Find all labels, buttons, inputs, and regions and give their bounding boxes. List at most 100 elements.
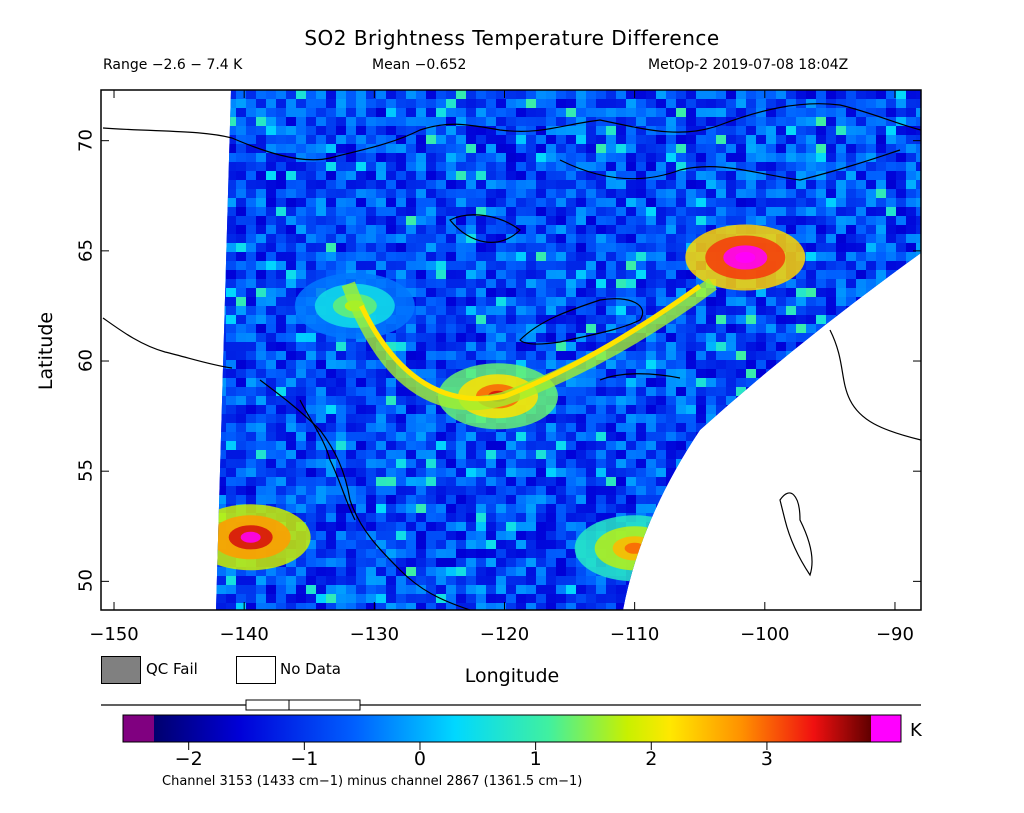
data-cell (556, 540, 566, 549)
data-cell (216, 108, 226, 117)
data-cell (826, 342, 836, 351)
data-cell (516, 351, 526, 360)
data-cell (526, 153, 536, 162)
data-cell (526, 342, 536, 351)
data-cell (516, 153, 526, 162)
data-cell (576, 153, 586, 162)
data-cell (336, 198, 346, 207)
data-cell (746, 297, 756, 306)
data-cell (796, 378, 806, 387)
data-cell (386, 423, 396, 432)
data-cell (406, 522, 416, 531)
data-cell (696, 378, 706, 387)
data-cell (226, 369, 236, 378)
data-cell (286, 351, 296, 360)
data-cell (566, 396, 576, 405)
data-cell (296, 432, 306, 441)
data-cell (416, 396, 426, 405)
data-cell (326, 261, 336, 270)
data-cell (606, 117, 616, 126)
data-cell (476, 495, 486, 504)
data-cell (286, 171, 296, 180)
data-cell (616, 171, 626, 180)
data-cell (876, 378, 886, 387)
data-cell (856, 261, 866, 270)
data-cell (536, 558, 546, 567)
data-cell (606, 441, 616, 450)
data-cell (566, 594, 576, 603)
data-cell (536, 423, 546, 432)
data-cell (276, 351, 286, 360)
data-cell (386, 594, 396, 603)
data-cell (816, 477, 826, 486)
data-cell (396, 126, 406, 135)
data-cell (476, 252, 486, 261)
data-cell (836, 153, 846, 162)
data-cell (266, 324, 276, 333)
data-cell (786, 414, 796, 423)
data-cell (266, 297, 276, 306)
data-cell (786, 504, 796, 513)
data-cell (556, 135, 566, 144)
data-cell (666, 99, 676, 108)
data-cell (556, 108, 566, 117)
data-cell (276, 450, 286, 459)
data-cell (696, 315, 706, 324)
data-cell (536, 297, 546, 306)
data-cell (516, 468, 526, 477)
data-cell (566, 423, 576, 432)
data-cell (446, 351, 456, 360)
data-cell (216, 567, 226, 576)
data-cell (366, 432, 376, 441)
data-cell (226, 243, 236, 252)
data-cell (716, 549, 726, 558)
data-cell (666, 468, 676, 477)
data-cell (246, 261, 256, 270)
data-cell (536, 342, 546, 351)
data-cell (866, 567, 876, 576)
data-cell (276, 360, 286, 369)
data-cell (746, 387, 756, 396)
data-cell (506, 324, 516, 333)
data-cell (686, 198, 696, 207)
data-cell (286, 126, 296, 135)
data-cell (506, 567, 516, 576)
data-cell (726, 171, 736, 180)
data-cell (386, 549, 396, 558)
range-slider[interactable] (245, 699, 361, 711)
data-cell (796, 99, 806, 108)
data-cell (656, 405, 666, 414)
data-cell (456, 522, 466, 531)
data-cell (706, 576, 716, 585)
data-cell (526, 549, 536, 558)
data-cell (466, 108, 476, 117)
data-cell (776, 351, 786, 360)
data-cell (906, 513, 916, 522)
data-cell (676, 531, 686, 540)
data-cell (576, 513, 586, 522)
data-cell (476, 144, 486, 153)
data-cell (786, 459, 796, 468)
data-cell (366, 180, 376, 189)
data-cell (366, 540, 376, 549)
data-cell (426, 216, 436, 225)
data-cell (776, 144, 786, 153)
data-cell (456, 558, 466, 567)
data-cell (486, 171, 496, 180)
data-cell (376, 90, 386, 99)
data-cell (306, 387, 316, 396)
data-cell (686, 531, 696, 540)
data-cell (836, 594, 846, 603)
data-cell (346, 108, 356, 117)
data-cell (826, 387, 836, 396)
data-cell (776, 531, 786, 540)
data-cell (676, 171, 686, 180)
data-cell (866, 531, 876, 540)
data-cell (236, 288, 246, 297)
data-cell (586, 459, 596, 468)
data-cell (316, 261, 326, 270)
data-cell (826, 594, 836, 603)
data-cell (526, 522, 536, 531)
data-cell (296, 576, 306, 585)
data-cell (586, 189, 596, 198)
